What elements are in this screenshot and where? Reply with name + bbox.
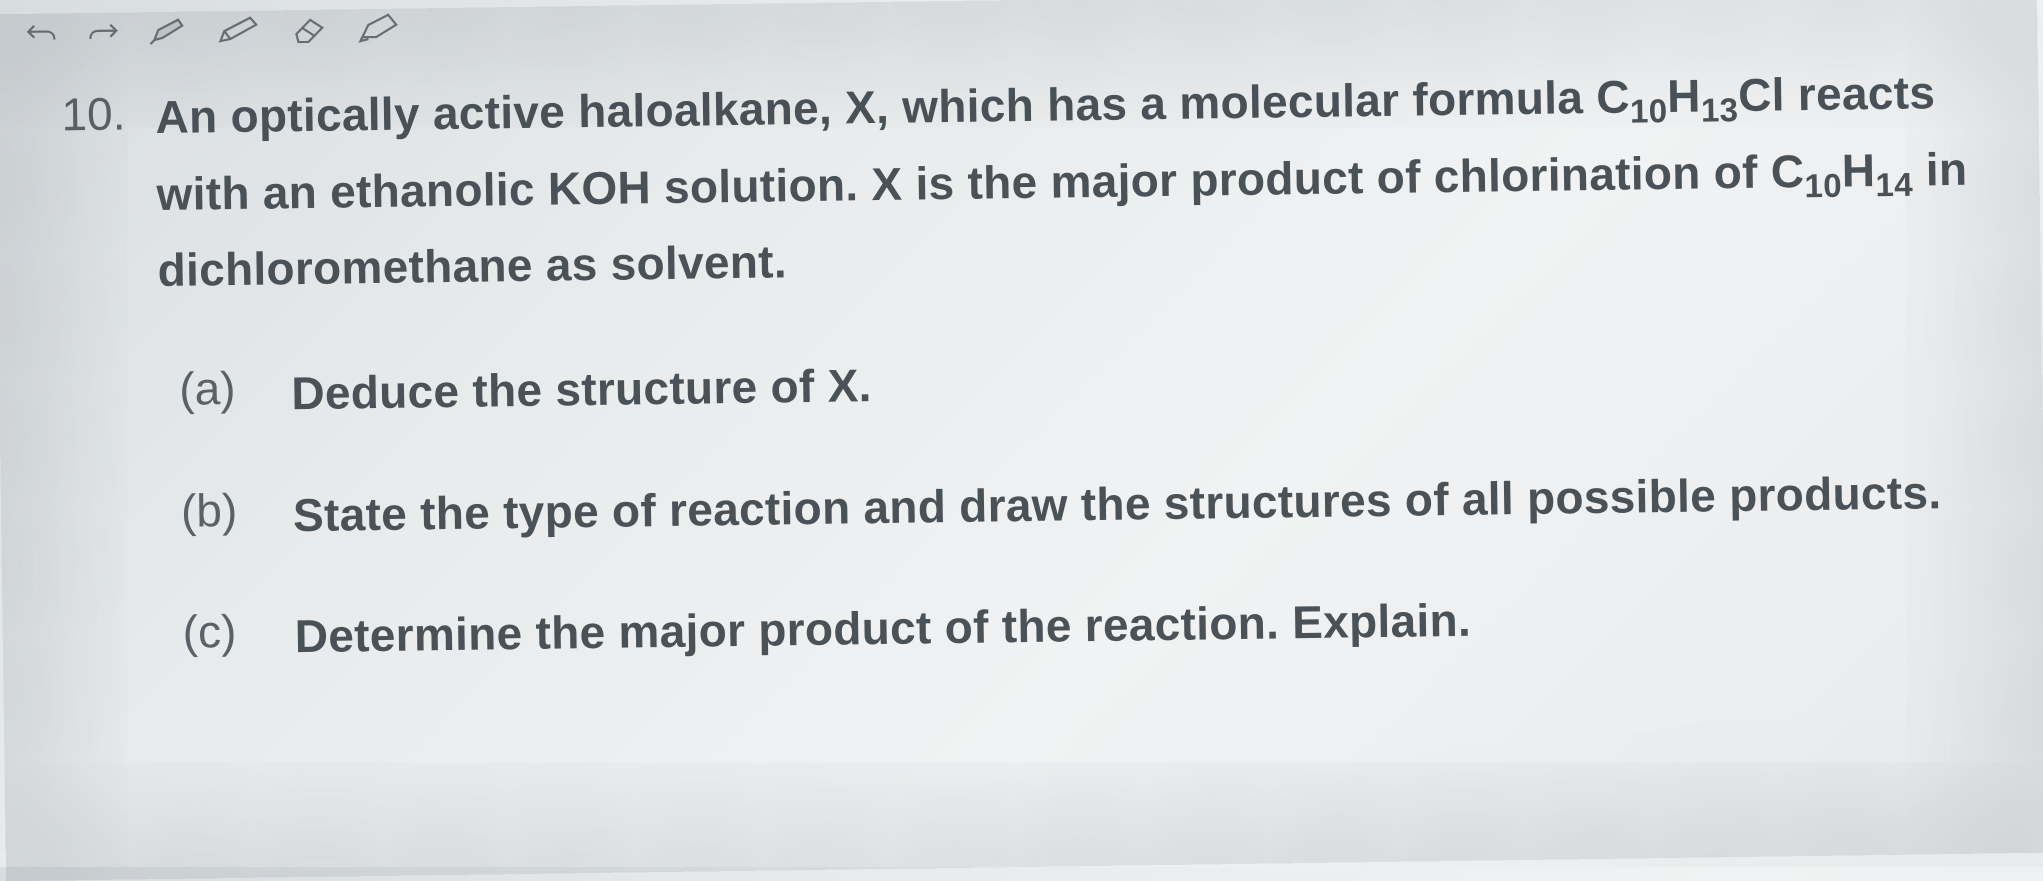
formula-sub-10b: 10 — [1804, 167, 1842, 205]
subpart-text-b: State the type of reaction and draw the … — [293, 456, 2005, 551]
pen-icon[interactable] — [148, 16, 188, 47]
formula-sub-14: 14 — [1875, 166, 1913, 204]
subpart-label-a: (a) — [179, 359, 260, 416]
subpart-c: (c) Determine the major product of the r… — [182, 577, 2006, 674]
question-number: 10. — [35, 82, 126, 141]
question-stem-row: 10. An optically active haloalkane, X, w… — [35, 56, 2001, 308]
pencil-icon[interactable] — [216, 15, 260, 46]
formula-sub-13: 13 — [1701, 92, 1739, 130]
question-stem: An optically active haloalkane, X, which… — [155, 56, 2001, 306]
formula-cl: Cl — [1738, 68, 1785, 121]
formula-c2: C — [1770, 145, 1804, 197]
subpart-text-a: Deduce the structure of X. — [291, 335, 2003, 430]
editor-toolbar — [24, 13, 400, 48]
eraser-icon[interactable] — [288, 14, 328, 45]
stem-text-1: An optically active haloalkane, X, which… — [155, 71, 1596, 143]
highlighter-icon[interactable] — [356, 13, 400, 44]
subpart-b: (b) State the type of reaction and draw … — [181, 456, 2005, 553]
undo-icon[interactable] — [24, 19, 58, 45]
subpart-label-c: (c) — [182, 602, 263, 659]
subparts-list: (a) Deduce the structure of X. (b) State… — [179, 335, 2006, 674]
subpart-text-c: Determine the major product of the react… — [294, 577, 2006, 672]
formula-c1: C — [1596, 70, 1630, 122]
redo-icon[interactable] — [86, 19, 120, 45]
formula-sub-10a: 10 — [1630, 93, 1668, 131]
question-content: 10. An optically active haloalkane, X, w… — [35, 56, 2007, 726]
subpart-a: (a) Deduce the structure of X. — [179, 335, 2003, 432]
subpart-label-b: (b) — [181, 480, 262, 537]
formula-h2: H — [1841, 144, 1875, 196]
formula-h1: H — [1667, 69, 1701, 121]
